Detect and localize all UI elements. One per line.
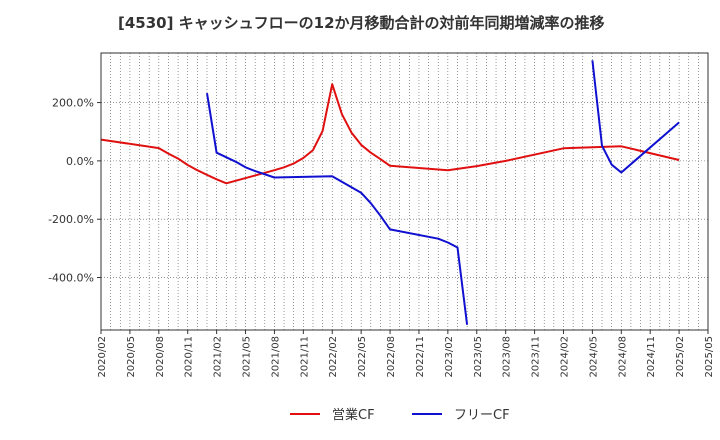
plot-area-frame <box>100 52 709 331</box>
x-tick-label: 2020/11 <box>184 336 195 378</box>
series-layer <box>100 60 680 325</box>
y-tick-label: -400.0% <box>48 272 94 285</box>
x-tick-label: 2025/05 <box>704 336 715 378</box>
x-tick-label: 2022/08 <box>386 336 397 378</box>
x-tick-label: 2024/08 <box>617 336 628 378</box>
series-line-free-cf <box>206 93 469 325</box>
legend-label-operating-cf: 営業CF <box>332 407 375 423</box>
series-line-free-cf <box>591 60 680 174</box>
x-tick-label: 2022/05 <box>357 336 368 378</box>
x-tick-label: 2020/02 <box>97 336 108 378</box>
legend-label-free-cf: フリーCF <box>454 408 510 423</box>
x-tick-label: 2023/02 <box>444 336 455 378</box>
x-tick-label: 2021/05 <box>242 336 253 378</box>
x-tick-label: 2024/05 <box>588 336 599 378</box>
x-tick-label: 2023/08 <box>502 336 513 378</box>
y-tick-label: -200.0% <box>48 213 94 226</box>
grid-lines <box>101 53 708 330</box>
legend: 営業CF フリーCF <box>290 407 510 423</box>
x-tick-label: 2025/02 <box>675 336 686 378</box>
x-tick-label: 2022/11 <box>415 336 426 378</box>
x-axis-ticks: 2020/02 2020/05 2020/08 2020/11 2021/02 2021/… <box>97 330 715 378</box>
x-tick-label: 2022/02 <box>328 336 339 378</box>
plot-area-background <box>101 53 708 330</box>
x-tick-label: 2024/11 <box>646 336 657 378</box>
x-tick-label: 2021/02 <box>213 336 224 378</box>
x-tick-label: 2021/11 <box>299 336 310 378</box>
x-tick-label: 2020/08 <box>155 336 166 378</box>
y-tick-label: 0.0% <box>66 155 94 168</box>
x-tick-label: 2024/02 <box>559 336 570 378</box>
x-tick-label: 2021/08 <box>270 336 281 378</box>
y-axis-ticks: 200.0% 0.0% -200.0% -400.0% <box>48 97 101 285</box>
chart-title: [4530] キャッシュフローの12か月移動合計の対前年同期増減率の推移 <box>118 14 605 32</box>
x-tick-label: 2020/05 <box>126 336 137 378</box>
x-tick-label: 2023/11 <box>531 336 542 378</box>
y-tick-label: 200.0% <box>52 97 94 110</box>
series-line-operating-cf <box>100 83 680 185</box>
x-tick-label: 2023/05 <box>473 336 484 378</box>
